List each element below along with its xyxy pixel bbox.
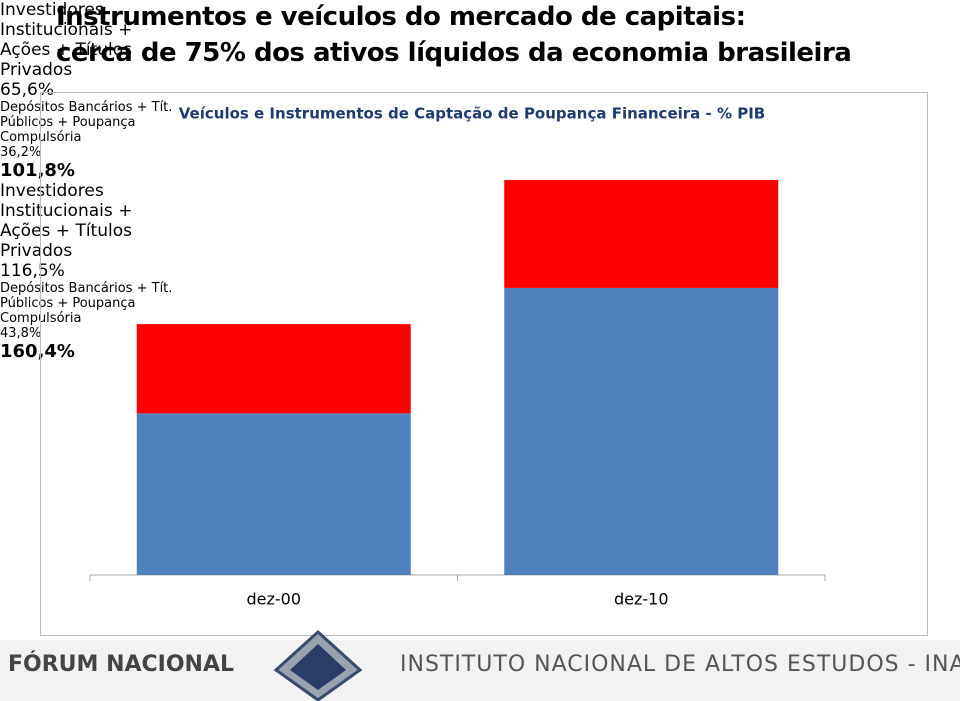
value-label: 36,2% xyxy=(0,145,42,160)
x-tick-label: dez-00 xyxy=(246,590,301,609)
value-label: 43,8% xyxy=(0,326,42,341)
segment-label: Investidores Institucionais + Ações + Tí… xyxy=(0,0,150,100)
bar-segment xyxy=(136,413,411,575)
segment-name: Investidores Institucionais + Ações + Tí… xyxy=(0,0,133,80)
footer-band xyxy=(0,640,960,701)
bar-segment xyxy=(504,287,779,575)
segment-name: Depósitos Bancários + Tít. Públicos + Po… xyxy=(0,100,173,145)
bar-segment xyxy=(136,324,411,414)
logo xyxy=(290,644,346,690)
footer-left: FÓRUM NACIONAL xyxy=(8,652,235,677)
value-label: 116,5% xyxy=(0,261,65,281)
segment-name: Investidores Institucionais + Ações + Tí… xyxy=(0,181,133,261)
segment-label: Investidores Institucionais + Ações + Tí… xyxy=(0,181,150,281)
segment-label: Depósitos Bancários + Tít. Públicos + Po… xyxy=(0,100,175,160)
total-label: 160,4% xyxy=(0,341,75,362)
slide-title: cerca de 75% dos ativos líquidos da econ… xyxy=(56,38,852,68)
slide-title: Instrumentos e veículos do mercado de ca… xyxy=(56,2,746,32)
chart-title: Veículos e Instrumentos de Captação de P… xyxy=(179,105,765,123)
bar-segment xyxy=(504,179,779,288)
chart-frame xyxy=(40,92,928,636)
footer-right: INSTITUTO NACIONAL DE ALTOS ESTUDOS - IN… xyxy=(400,652,960,677)
x-tick-label: dez-10 xyxy=(614,590,669,609)
total-label: 101,8% xyxy=(0,160,75,181)
